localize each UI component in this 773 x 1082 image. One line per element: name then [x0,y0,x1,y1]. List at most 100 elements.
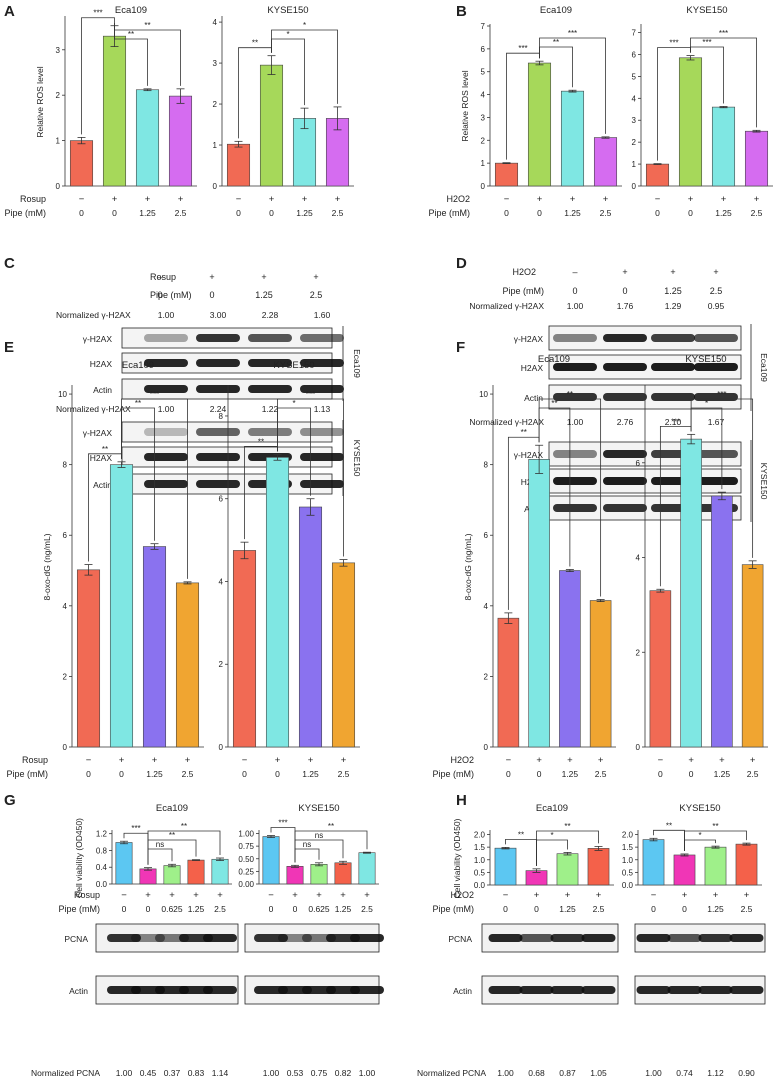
norm-value: 1.76 [617,301,634,311]
pipe-value: 0 [688,208,693,218]
blot-band-group [300,385,344,393]
bar [642,839,665,886]
pipe-label: Pipe (mM) [150,290,192,300]
significance-label: ** [328,822,334,831]
significance-label: *** [669,39,678,48]
blot-band [550,934,585,942]
condition-value: − [236,194,242,205]
blot-band [694,393,738,401]
norm-value: 1.14 [212,1068,229,1078]
bar [163,865,181,885]
blot-band [519,986,554,994]
pipe-value: 0 [242,769,247,779]
blot-label: PCNA [64,934,88,944]
blot-band [300,453,344,461]
condition-value: + [596,890,602,901]
condition-value: − [503,890,509,901]
significance-label: *** [717,390,726,399]
condition-value: + [567,755,573,766]
bar [735,843,758,886]
significance-label: ns [156,840,164,849]
bar [497,617,520,748]
bar [593,137,618,187]
blot-band-group [553,477,597,485]
pipe-value: 2.5 [751,208,763,218]
norm-value: 1.00 [645,1068,662,1078]
norm-value: 1.00 [497,1068,514,1078]
pipe-value: 1.25 [139,208,156,218]
chart-title: KYSE150 [273,360,314,371]
blot-band-group [144,428,188,436]
norm-value: 1.05 [590,1068,607,1078]
y-tick-label: 4 [63,602,68,611]
blot-band [248,359,292,367]
significance-label: ** [258,437,264,446]
norm-value: 1.00 [567,417,584,427]
y-tick-label: 6 [63,531,68,540]
blot-band-group [203,934,237,942]
bar [528,459,550,748]
y-tick-label: 3 [632,116,637,125]
y-tick-label: 4 [219,577,224,586]
y-tick-label: 2 [484,672,489,681]
bar [358,852,376,885]
significance-bracket [81,17,115,135]
norm-value: 1.60 [314,310,331,320]
condition-value: + [688,755,694,766]
condition-value: + [292,890,298,901]
condition-value: + [209,272,214,282]
norm-value: 0.82 [335,1068,352,1078]
condition-value: + [275,755,281,766]
blot-band-group [144,359,188,367]
norm-value: 1.22 [262,404,279,414]
significance-label: *** [671,417,680,426]
pipe-value: 0 [658,769,663,779]
norm-label: Normalized PCNA [31,1068,100,1078]
blot-label: H2AX [521,363,544,373]
condition-value: + [713,267,718,277]
blot-band [698,986,733,994]
y-tick-label: 0 [481,182,486,191]
chart-title: Eca109 [538,354,570,365]
condition-value: + [688,194,694,205]
blot-band [350,934,384,942]
y-tick-label: 0 [636,743,641,752]
blot-band [553,393,597,401]
pipe-value: 0 [79,208,84,218]
significance-label: *** [93,9,102,18]
norm-value: 1.00 [263,1068,280,1078]
norm-value: 0.53 [287,1068,304,1078]
condition-value: + [719,755,725,766]
y-tick-label: 0.5 [622,868,634,877]
blot-band-group [350,986,384,994]
blot-band-group [581,986,616,994]
bar [232,550,257,748]
norm-value: 0.37 [164,1068,181,1078]
condition-value: + [682,890,688,901]
bar [494,847,517,886]
norm-label: Normalized γ-H2AX [56,310,131,320]
blot-band-group [203,986,237,994]
bar [265,457,290,748]
bar [673,854,696,886]
y-tick-label: 7 [632,29,637,38]
pipe-value: 0 [146,904,151,914]
pipe-value: 2.5 [361,904,373,914]
blot-band-group [144,385,188,393]
blot-band [553,363,597,371]
y-tick-label: 8 [484,461,489,470]
blot-band [698,934,733,942]
blot-band-group [144,453,188,461]
significance-label: ** [181,822,187,831]
significance-bracket [684,830,747,851]
significance-label: *** [131,824,140,833]
y-tick-label: 0.0 [474,881,486,890]
bar [175,582,200,748]
pipe-value: 0.625 [161,904,183,914]
chart-title: KYSE150 [685,354,726,365]
blot-band-group [519,934,554,942]
significance-label: *** [568,29,577,38]
condition-value: + [112,194,118,205]
y-tick-label: 10 [58,390,67,399]
bar [560,90,585,187]
